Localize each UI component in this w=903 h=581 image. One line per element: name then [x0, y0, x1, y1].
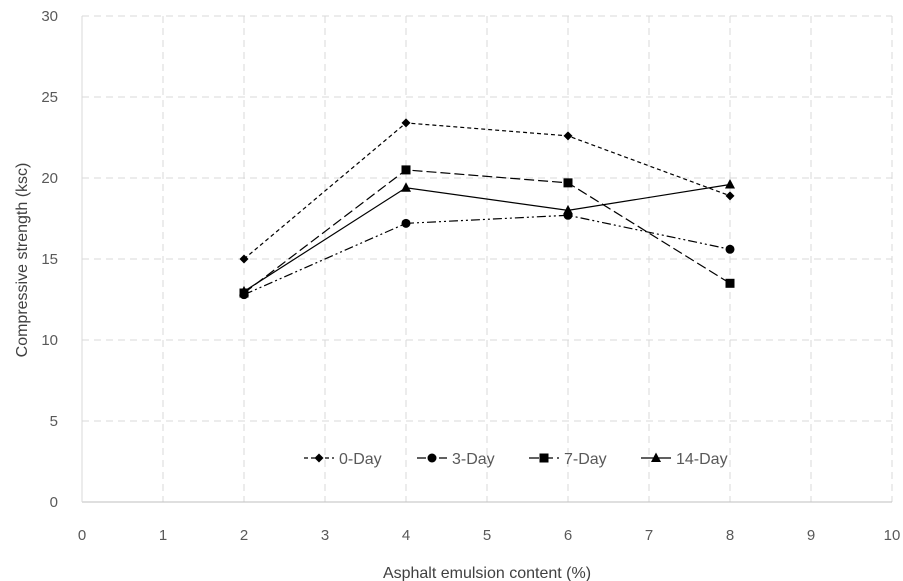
data-point-3-day: [401, 218, 411, 228]
y-tick-label: 30: [41, 8, 58, 25]
x-tick-label: 7: [645, 527, 653, 544]
data-point-0-day: [563, 131, 573, 141]
legend-item-14-day: 14-Day: [641, 451, 728, 468]
grid: [82, 15, 893, 502]
axes: [81, 16, 892, 503]
x-tick-label: 5: [483, 527, 491, 544]
data-point-14-day: [563, 204, 573, 215]
legend-marker-0-day: [314, 453, 324, 463]
legend-label-3-day: 3-Day: [452, 451, 495, 468]
legend-item-0-day: 0-Day: [304, 451, 382, 468]
legend-marker-7-day: [539, 453, 549, 463]
x-tick-label: 9: [807, 527, 815, 544]
legend-item-7-day: 7-Day: [529, 451, 607, 468]
series-line-0-day: [243, 122, 731, 260]
data-point-14-day: [725, 178, 735, 189]
x-axis-ticks: 0 1 2 3 4 5 6 7 8 9 10: [78, 527, 901, 544]
x-tick-label: 2: [240, 527, 248, 544]
series-line-3-day: [243, 214, 731, 296]
legend-marker-14-day: [651, 452, 661, 462]
y-axis-ticks: 0 5 10 15 20 25 30: [41, 8, 58, 511]
data-point-0-day: [725, 191, 735, 201]
x-tick-label: 0: [78, 527, 86, 544]
series-14-day: [239, 178, 735, 296]
x-tick-label: 3: [321, 527, 329, 544]
x-axis-title: Asphalt emulsion content (%): [383, 565, 591, 581]
data-point-7-day: [725, 278, 735, 288]
y-tick-label: 15: [41, 251, 58, 268]
y-axis-title: Compressive strength (ksc): [14, 163, 31, 358]
legend-marker-3-day: [427, 453, 437, 463]
data-point-0-day: [401, 118, 411, 128]
legend-item-3-day: 3-Day: [417, 451, 495, 468]
series-line-14-day: [243, 183, 731, 292]
data-point-7-day: [401, 165, 411, 175]
y-tick-label: 10: [41, 332, 58, 349]
x-tick-label: 10: [884, 527, 901, 544]
series-0-day: [239, 118, 735, 264]
y-tick-label: 25: [41, 89, 58, 106]
x-tick-label: 4: [402, 527, 410, 544]
legend-label-0-day: 0-Day: [339, 451, 382, 468]
x-tick-label: 8: [726, 527, 734, 544]
series-group: [239, 118, 735, 300]
data-point-0-day: [239, 254, 249, 264]
x-tick-label: 1: [159, 527, 167, 544]
series-line-7-day: [243, 169, 731, 294]
y-tick-label: 20: [41, 170, 58, 187]
legend-label-7-day: 7-Day: [564, 451, 607, 468]
y-tick-label: 0: [50, 494, 58, 511]
legend: 0-Day 3-Day 7-Day 14-Day: [304, 451, 728, 468]
data-point-3-day: [725, 244, 735, 254]
data-point-14-day: [239, 285, 249, 296]
legend-label-14-day: 14-Day: [676, 451, 728, 468]
data-point-7-day: [563, 178, 573, 188]
x-tick-label: 6: [564, 527, 572, 544]
data-point-14-day: [401, 182, 411, 192]
y-tick-label: 5: [50, 413, 58, 430]
